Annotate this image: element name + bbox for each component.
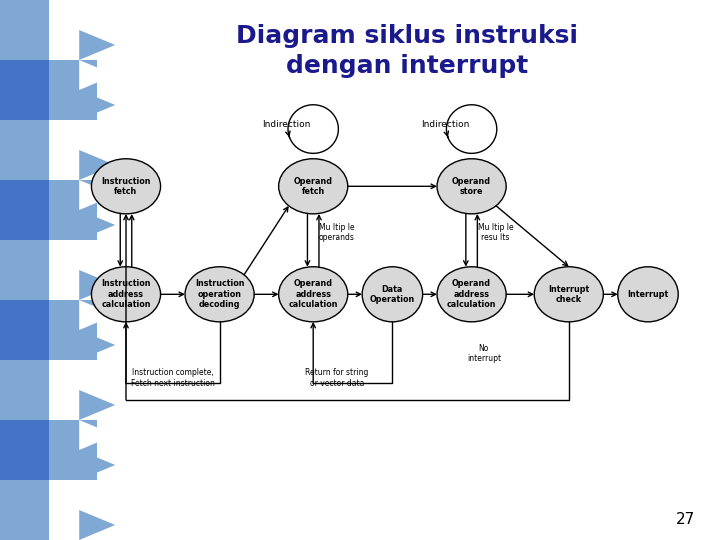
Polygon shape	[79, 480, 115, 510]
Bar	[49, 480, 97, 540]
Text: Operand
address
calculation: Operand address calculation	[289, 279, 338, 309]
Polygon shape	[79, 390, 115, 420]
Bar	[0, 180, 49, 240]
Polygon shape	[79, 420, 115, 450]
Ellipse shape	[185, 267, 254, 322]
Polygon shape	[79, 210, 115, 240]
Polygon shape	[79, 270, 115, 300]
Bar	[0, 60, 49, 120]
Bar	[49, 240, 97, 300]
Bar	[115, 0, 720, 540]
Bar	[49, 360, 97, 420]
Ellipse shape	[618, 267, 678, 322]
Ellipse shape	[91, 267, 161, 322]
Text: Instruction
address
calculation: Instruction address calculation	[102, 279, 150, 309]
Bar	[49, 180, 97, 240]
Text: Indirection: Indirection	[262, 120, 311, 129]
Text: Data
Operation: Data Operation	[370, 285, 415, 304]
Ellipse shape	[437, 267, 506, 322]
Bar	[0, 240, 49, 300]
Polygon shape	[79, 300, 115, 330]
Text: Return for string
or vector data: Return for string or vector data	[305, 368, 369, 388]
Polygon shape	[79, 150, 115, 180]
Bar	[49, 0, 97, 60]
Ellipse shape	[437, 159, 506, 214]
Text: Operand
fetch: Operand fetch	[294, 177, 333, 196]
Text: Instruction
fetch: Instruction fetch	[102, 177, 150, 196]
Text: Instruction complete,
Fetch next instruction: Instruction complete, Fetch next instruc…	[131, 368, 215, 388]
Bar	[0, 480, 49, 540]
Bar	[0, 0, 49, 60]
Text: Interrupt
check: Interrupt check	[548, 285, 590, 304]
Polygon shape	[79, 180, 115, 210]
Bar	[0, 420, 49, 480]
Text: Interrupt: Interrupt	[627, 290, 669, 299]
Polygon shape	[79, 510, 115, 540]
Text: Operand
address
calculation: Operand address calculation	[447, 279, 496, 309]
Text: Mu ltip le
resu lts: Mu ltip le resu lts	[477, 222, 513, 242]
Bar	[0, 360, 49, 420]
Polygon shape	[79, 90, 115, 120]
Polygon shape	[79, 240, 115, 270]
Text: Diagram siklus instruksi
dengan interrupt: Diagram siklus instruksi dengan interrup…	[235, 24, 577, 78]
Text: Instruction
operation
decoding: Instruction operation decoding	[195, 279, 244, 309]
Ellipse shape	[279, 159, 348, 214]
Text: 27: 27	[675, 511, 695, 526]
Text: Operand
store: Operand store	[452, 177, 491, 196]
Ellipse shape	[534, 267, 603, 322]
Polygon shape	[79, 360, 115, 390]
Text: No
interrupt: No interrupt	[467, 344, 501, 363]
Bar	[49, 420, 97, 480]
Bar	[49, 300, 97, 360]
Text: Indirection: Indirection	[420, 120, 469, 129]
Polygon shape	[79, 450, 115, 480]
Polygon shape	[79, 30, 115, 60]
Bar	[0, 300, 49, 360]
Bar	[0, 120, 49, 180]
Bar	[49, 60, 97, 120]
Polygon shape	[79, 120, 115, 150]
Ellipse shape	[279, 267, 348, 322]
Bar	[49, 120, 97, 180]
Polygon shape	[79, 0, 115, 30]
Polygon shape	[79, 330, 115, 360]
Ellipse shape	[362, 267, 423, 322]
Polygon shape	[79, 60, 115, 90]
Text: Mu ltip le
operands: Mu ltip le operands	[319, 222, 355, 242]
Ellipse shape	[91, 159, 161, 214]
